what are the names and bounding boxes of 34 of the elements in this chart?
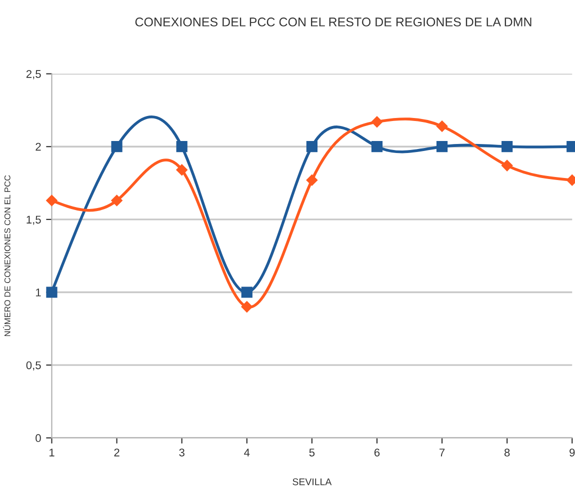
point [436, 141, 448, 152]
x-tick-label: 2 [114, 448, 120, 456]
point [176, 164, 188, 176]
point [306, 141, 318, 152]
point [501, 160, 513, 172]
x-tick-label: 4 [244, 448, 250, 456]
x-tick-label: 6 [374, 448, 380, 456]
y-tick-label: 1,5 [26, 216, 41, 225]
point [46, 286, 58, 298]
point [176, 141, 188, 152]
x-tick-label: 1 [50, 448, 54, 456]
x-tick-label: 7 [440, 448, 445, 456]
point [241, 301, 252, 312]
point [46, 194, 58, 206]
y-tick-label: 2 [36, 142, 41, 151]
x-tick-label: 3 [179, 448, 184, 456]
y-tick-label: 0,5 [26, 361, 41, 371]
point [371, 141, 383, 152]
y-tick-label: 0 [36, 434, 41, 442]
y-axis-title: NÚMERO DE CONEXIONES CON EL PCC [3, 175, 10, 336]
y-tick-label: 1 [36, 288, 41, 296]
x-axis-title: SEVILLA [292, 478, 332, 486]
chart-title: CONEXIONES DEL PCC CON EL RESTO DE REGIONES DE LA DMN [135, 18, 532, 26]
point [241, 286, 252, 298]
y-tick-label: 2,5 [26, 70, 41, 80]
x-tick-label: 8 [504, 448, 510, 456]
point [306, 174, 318, 186]
point [111, 141, 122, 152]
point [371, 116, 383, 128]
point [502, 141, 513, 152]
x-tick-label: 9 [570, 448, 575, 456]
x-tick-label: 5 [309, 448, 315, 456]
point [111, 194, 122, 206]
point [436, 120, 448, 132]
